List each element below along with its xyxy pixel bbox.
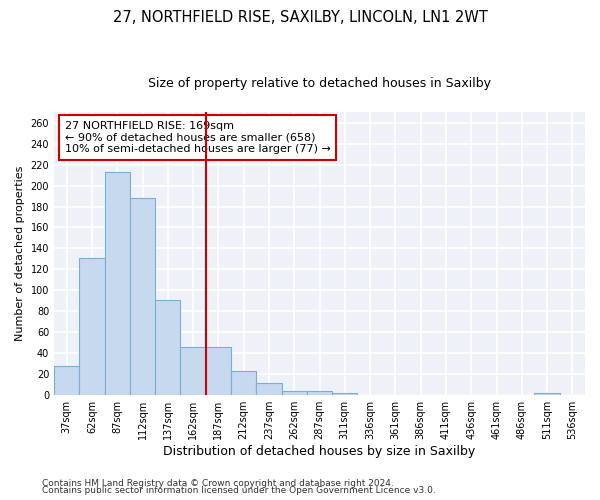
Text: Contains public sector information licensed under the Open Government Licence v3: Contains public sector information licen… xyxy=(42,486,436,495)
Y-axis label: Number of detached properties: Number of detached properties xyxy=(15,166,25,342)
Bar xyxy=(535,392,560,394)
Bar xyxy=(307,390,332,394)
Title: Size of property relative to detached houses in Saxilby: Size of property relative to detached ho… xyxy=(148,78,491,90)
Bar xyxy=(130,198,155,394)
Bar xyxy=(281,390,307,394)
Bar xyxy=(181,346,206,395)
X-axis label: Distribution of detached houses by size in Saxilby: Distribution of detached houses by size … xyxy=(163,444,476,458)
Text: Contains HM Land Registry data © Crown copyright and database right 2024.: Contains HM Land Registry data © Crown c… xyxy=(42,478,394,488)
Bar xyxy=(79,258,104,394)
Bar xyxy=(231,370,256,394)
Bar xyxy=(332,392,358,394)
Bar xyxy=(206,346,231,395)
Bar xyxy=(256,383,281,394)
Bar xyxy=(155,300,181,394)
Bar xyxy=(54,366,79,394)
Bar xyxy=(104,172,130,394)
Text: 27, NORTHFIELD RISE, SAXILBY, LINCOLN, LN1 2WT: 27, NORTHFIELD RISE, SAXILBY, LINCOLN, L… xyxy=(113,10,487,25)
Text: 27 NORTHFIELD RISE: 169sqm
← 90% of detached houses are smaller (658)
10% of sem: 27 NORTHFIELD RISE: 169sqm ← 90% of deta… xyxy=(65,121,331,154)
